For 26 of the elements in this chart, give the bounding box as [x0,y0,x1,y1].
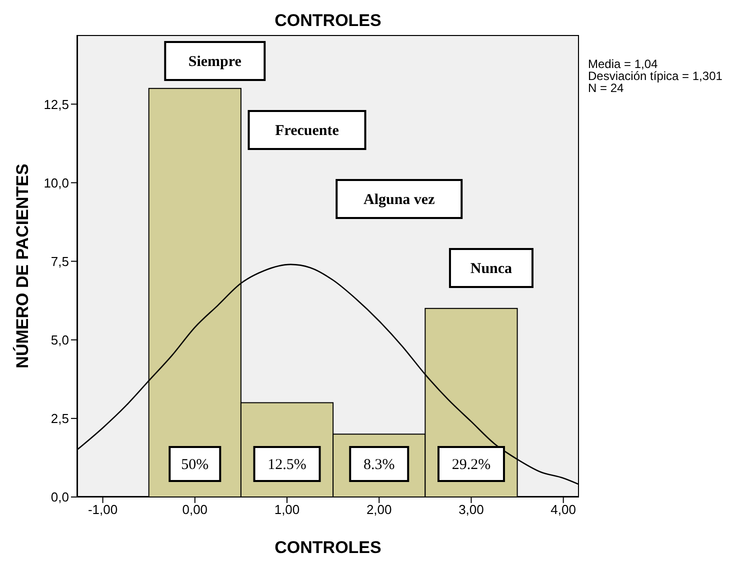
x-tick-label: 1,00 [274,502,300,518]
y-tick-label: 0,0 [50,490,69,505]
annotation: 8.3% [363,457,395,473]
annotation: Frecuente [275,123,340,139]
x-tick-label: 2,00 [366,502,392,518]
chart-title: CONTROLES [274,11,382,31]
x-tick-label: 4,00 [550,502,576,518]
x-axis-title: CONTROLES [274,538,382,557]
y-tick-label: 2,5 [50,411,69,426]
text: Desviación típica = 1,301 [588,69,722,83]
annotation: 12.5% [268,457,306,473]
annotation: 29.2% [452,457,491,473]
y-tick-label: 7,5 [50,254,69,269]
annotation: Siempre [188,54,242,70]
x-tick-label: 3,00 [458,502,484,518]
x-tick-label: -1,00 [88,502,118,518]
annotation: Nunca [470,261,513,277]
y-tick-label: 5,0 [50,332,69,348]
x-tick-label: 0,00 [182,502,208,518]
annotation: Alguna vez [363,192,436,208]
y-axis-title: NÚMERO DE PACIENTES [12,164,32,368]
text: Media = 1,04 [588,57,659,71]
y-tick-label: 12,5 [44,96,69,112]
annotation: 50% [181,457,209,473]
y-tick-label: 10,0 [44,175,69,190]
text: N = 24 [588,81,625,95]
